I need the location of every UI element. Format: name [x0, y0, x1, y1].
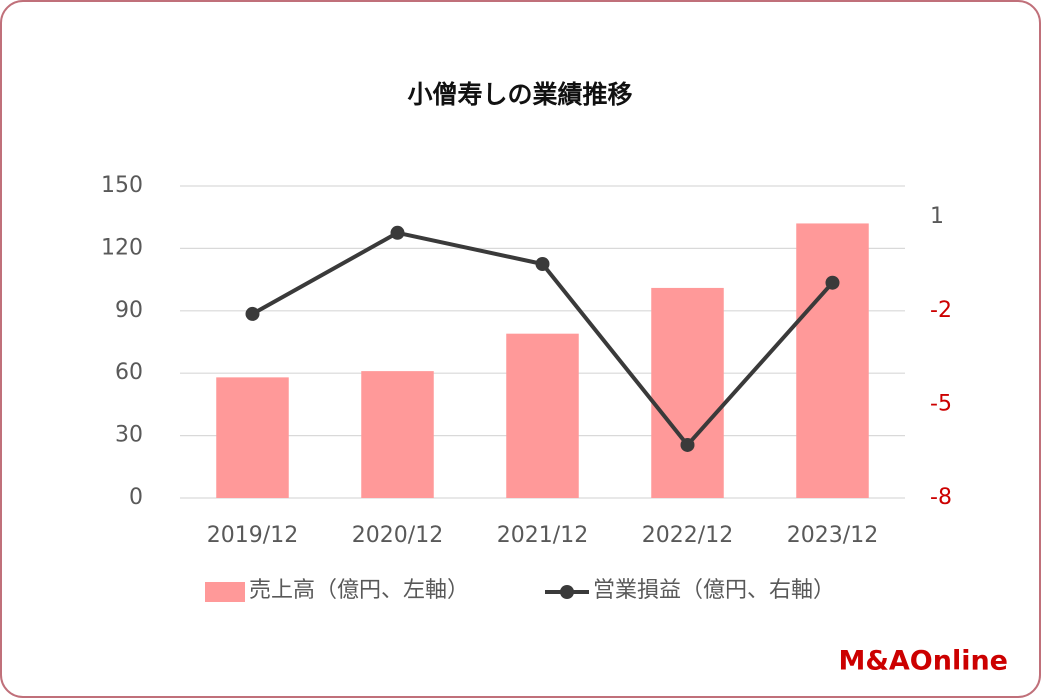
y2-tick-label: -2: [930, 298, 952, 323]
y-tick-label: 60: [115, 360, 143, 385]
chart-title: 小僧寿しの業績推移: [407, 80, 632, 109]
y-tick-label: 0: [129, 485, 143, 510]
legend-swatch: [560, 585, 574, 599]
y-tick-label: 120: [101, 235, 143, 260]
y2-tick-label: -5: [930, 391, 952, 416]
y-tick-label: 90: [115, 298, 143, 323]
bar: [216, 377, 289, 498]
marker: [245, 306, 260, 321]
y-tick-label: 150: [101, 173, 143, 198]
x-tick-label: 2019/12: [207, 523, 298, 548]
y-tick-label: 30: [115, 423, 143, 448]
x-tick-label: 2023/12: [787, 523, 878, 548]
bar: [651, 287, 724, 498]
bar: [361, 371, 434, 498]
legend-label: 売上高（億円、左軸）: [249, 578, 469, 603]
y2-tick-label: -8: [930, 485, 952, 510]
logo: M&AOnline: [838, 646, 1008, 677]
x-tick-label: 2020/12: [352, 523, 443, 548]
y2-tick-label: 1: [930, 204, 944, 229]
marker: [390, 225, 405, 240]
marker: [680, 437, 695, 452]
bar: [796, 223, 869, 498]
legend-label: 営業損益（億円、右軸）: [593, 578, 835, 603]
bar: [506, 333, 579, 498]
x-tick-label: 2022/12: [642, 523, 733, 548]
marker: [825, 275, 840, 290]
legend-swatch: [205, 582, 245, 602]
x-tick-label: 2021/12: [497, 523, 588, 548]
marker: [535, 257, 550, 271]
